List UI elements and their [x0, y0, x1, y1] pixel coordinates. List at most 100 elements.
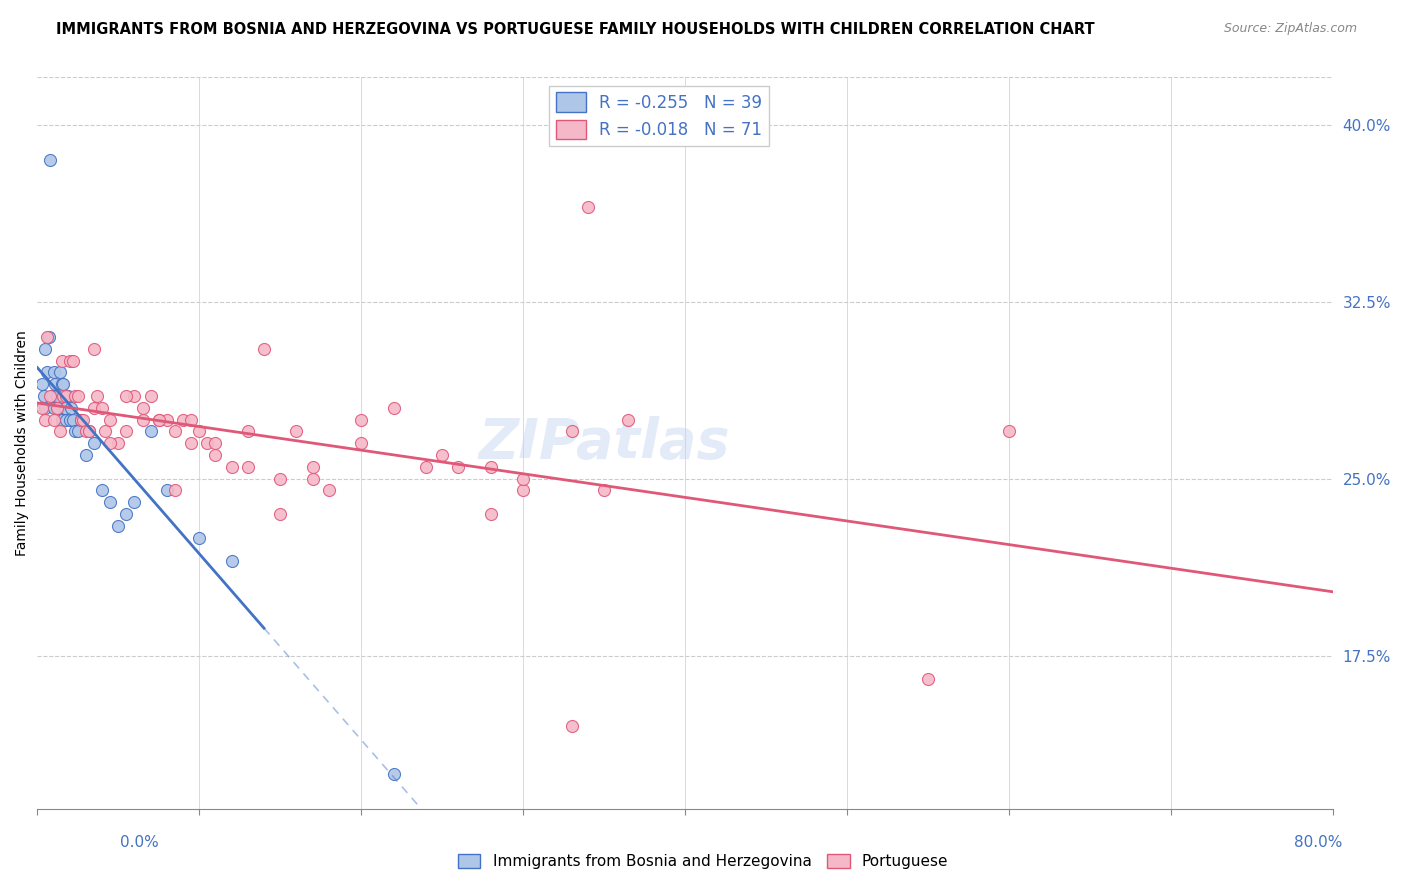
Point	[115, 425, 138, 439]
Point	[139, 425, 162, 439]
Point	[77, 425, 100, 439]
Point	[156, 483, 179, 498]
Point	[66, 425, 89, 439]
Point	[124, 389, 146, 403]
Point	[561, 719, 583, 733]
Point	[204, 448, 226, 462]
Point	[60, 401, 83, 415]
Point	[172, 412, 194, 426]
Point	[98, 412, 121, 426]
Point	[70, 412, 93, 426]
Point	[236, 459, 259, 474]
Point	[107, 436, 129, 450]
Point	[479, 507, 502, 521]
Point	[301, 459, 323, 474]
Point	[195, 436, 218, 450]
Point	[42, 366, 65, 380]
Point	[576, 200, 599, 214]
Point	[350, 436, 373, 450]
Point	[77, 425, 100, 439]
Point	[163, 425, 186, 439]
Point	[479, 459, 502, 474]
Y-axis label: Family Households with Children: Family Households with Children	[15, 330, 30, 556]
Point	[31, 401, 53, 415]
Point	[188, 531, 211, 545]
Point	[131, 412, 153, 426]
Point	[41, 389, 63, 403]
Point	[350, 412, 373, 426]
Point	[75, 448, 97, 462]
Point	[39, 389, 62, 403]
Text: ZIPatlas: ZIPatlas	[478, 417, 730, 470]
Point	[180, 436, 202, 450]
Point	[34, 401, 56, 415]
Point	[94, 425, 117, 439]
Point	[382, 766, 405, 780]
Point	[34, 412, 56, 426]
Text: IMMIGRANTS FROM BOSNIA AND HERZEGOVINA VS PORTUGUESE FAMILY HOUSEHOLDS WITH CHIL: IMMIGRANTS FROM BOSNIA AND HERZEGOVINA V…	[56, 22, 1095, 37]
Point	[31, 377, 53, 392]
Point	[32, 389, 55, 403]
Point	[51, 412, 73, 426]
Point	[156, 412, 179, 426]
Point	[35, 330, 58, 344]
Point	[48, 401, 70, 415]
Point	[447, 459, 470, 474]
Point	[63, 425, 86, 439]
Point	[55, 389, 77, 403]
Point	[301, 472, 323, 486]
Point	[53, 401, 76, 415]
Legend: Immigrants from Bosnia and Herzegovina, Portuguese: Immigrants from Bosnia and Herzegovina, …	[451, 848, 955, 875]
Point	[42, 412, 65, 426]
Point	[204, 436, 226, 450]
Point	[44, 377, 66, 392]
Point	[998, 425, 1021, 439]
Point	[512, 483, 534, 498]
Point	[51, 377, 73, 392]
Point	[430, 448, 453, 462]
Point	[59, 412, 82, 426]
Point	[86, 389, 108, 403]
Point	[51, 353, 73, 368]
Point	[115, 507, 138, 521]
Point	[83, 401, 105, 415]
Point	[49, 366, 72, 380]
Point	[45, 401, 67, 415]
Point	[180, 412, 202, 426]
Point	[318, 483, 340, 498]
Legend: R = -0.255   N = 39, R = -0.018   N = 71: R = -0.255 N = 39, R = -0.018 N = 71	[550, 86, 769, 146]
Point	[98, 495, 121, 509]
Point	[285, 425, 308, 439]
Text: Source: ZipAtlas.com: Source: ZipAtlas.com	[1223, 22, 1357, 36]
Point	[221, 459, 243, 474]
Point	[98, 436, 121, 450]
Point	[139, 389, 162, 403]
Point	[269, 472, 291, 486]
Point	[83, 436, 105, 450]
Point	[72, 412, 94, 426]
Point	[66, 389, 89, 403]
Point	[512, 472, 534, 486]
Point	[42, 401, 65, 415]
Point	[617, 412, 640, 426]
Point	[38, 330, 60, 344]
Point	[253, 342, 276, 356]
Point	[35, 366, 58, 380]
Point	[561, 425, 583, 439]
Point	[59, 353, 82, 368]
Point	[593, 483, 616, 498]
Point	[148, 412, 170, 426]
Point	[56, 389, 79, 403]
Point	[62, 353, 84, 368]
Point	[107, 518, 129, 533]
Point	[55, 412, 77, 426]
Point	[415, 459, 437, 474]
Point	[62, 412, 84, 426]
Point	[63, 389, 86, 403]
Point	[917, 672, 939, 686]
Point	[70, 412, 93, 426]
Point	[163, 483, 186, 498]
Text: 0.0%: 0.0%	[120, 836, 159, 850]
Point	[124, 495, 146, 509]
Point	[148, 412, 170, 426]
